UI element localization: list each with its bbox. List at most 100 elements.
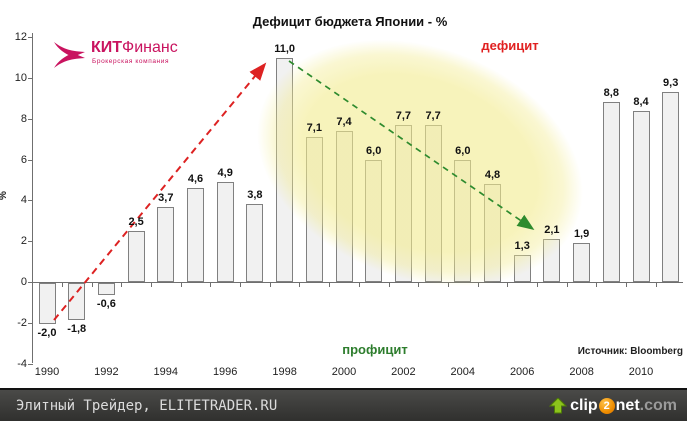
x-axis-tick (388, 283, 390, 287)
bar-1994 (157, 206, 175, 282)
bar-value-label-1999: 7,1 (306, 122, 322, 135)
x-axis-tick (91, 283, 93, 287)
y-axis-tick (28, 37, 33, 39)
x-tick-label-2010: 2010 (628, 366, 654, 378)
chart-title: Дефицит бюджета Японии - % (252, 14, 448, 29)
bar-2010 (632, 110, 650, 282)
bar-value-label-2007: 2,1 (544, 224, 560, 237)
x-axis-tick (566, 283, 568, 287)
bar-2009 (602, 102, 620, 282)
bar-value-label-2009: 8,8 (603, 87, 619, 100)
x-tick-label-1994: 1994 (153, 366, 179, 378)
x-tick-label-1996: 1996 (212, 366, 238, 378)
kit-finance-wordmark: КИТФинанс Брокерская компания (91, 40, 178, 66)
bar-value-label-2002: 7,7 (395, 109, 412, 122)
y-axis-tick (28, 282, 33, 283)
bar-value-label-1994: 3,7 (158, 191, 174, 204)
x-tick-label-2000: 2000 (331, 366, 357, 378)
bar-1992 (97, 283, 115, 296)
x-axis-line (33, 282, 683, 283)
bar-value-label-1997: 3,8 (247, 189, 263, 202)
bar-1996 (216, 182, 234, 282)
y-tick-label: 12 (14, 31, 27, 44)
bar-2011 (662, 92, 680, 282)
x-tick-label-2008: 2008 (569, 366, 594, 378)
source-note: Источник: Bloomberg (577, 346, 683, 357)
x-axis-tick (299, 283, 301, 287)
bar-value-label-2001: 6,0 (366, 144, 382, 157)
x-axis-tick (626, 283, 628, 287)
bar-2008 (573, 243, 591, 282)
bar-value-label-2011: 9,3 (663, 77, 679, 90)
bar-value-label-2010: 8,4 (633, 95, 649, 108)
bar-1993 (127, 231, 145, 282)
bar-value-label-2004: 6,0 (455, 144, 471, 157)
deficit-annotation: дефицит (481, 38, 539, 53)
bar-value-label-2008: 1,9 (573, 228, 590, 241)
y-tick-label: 2 (20, 235, 27, 248)
surplus-annotation: профицит (342, 342, 408, 357)
y-axis-tick (28, 118, 33, 120)
x-axis-tick (240, 283, 242, 287)
x-axis-tick (655, 283, 657, 287)
x-tick-label-2004: 2004 (450, 366, 476, 378)
clip2net-upload-arrow-icon (549, 397, 568, 413)
bar-1995 (187, 188, 204, 282)
clip2net-two-badge: 2 (598, 397, 615, 414)
y-tick-label: 0 (20, 276, 27, 288)
x-axis-tick (180, 283, 182, 287)
x-axis-tick (210, 283, 212, 287)
bar-value-label-1998: 11,0 (274, 42, 295, 55)
y-axis-tick (28, 200, 33, 202)
footer-site-text: Элитный Трейдер, ELITETRADER.RU (16, 397, 278, 414)
bar-value-label-2000: 7,4 (336, 116, 352, 129)
bar-value-label-2005: 4,8 (484, 169, 501, 182)
y-axis-line (32, 33, 33, 363)
x-axis-tick (121, 283, 123, 287)
x-axis-tick (537, 283, 539, 287)
kit-brand-subtitle: Брокерская компания (92, 58, 170, 65)
x-axis-tick (418, 283, 420, 287)
kit-brand-rest: Финанс (122, 39, 178, 56)
x-axis-tick (596, 283, 598, 287)
x-axis-tick (150, 283, 152, 287)
y-axis-tick (28, 78, 33, 79)
bar-value-label-1995: 4,6 (187, 173, 204, 186)
x-tick-label-1992: 1992 (94, 366, 119, 378)
kit-finance-logo: КИТФинанс Брокерская компания (52, 40, 178, 70)
bar-value-label-1992: -0,6 (96, 298, 116, 311)
bar-1990 (38, 283, 56, 324)
x-axis-tick (61, 283, 63, 287)
rising-deficit-arrow (53, 62, 267, 321)
y-tick-label: 6 (20, 153, 27, 166)
footer-bar: Элитный Трейдер, ELITETRADER.RU clip 2 n… (0, 388, 687, 421)
y-axis-tick (28, 322, 33, 324)
bar-1997 (246, 204, 264, 282)
chart-area: Дефицит бюджета Японии - % КИТФинанс Бро… (0, 0, 683, 378)
x-tick-label-2002: 2002 (391, 366, 416, 378)
x-tick-label-2006: 2006 (509, 366, 535, 378)
trend-arrows-layer (53, 60, 535, 321)
x-tick-label-1998: 1998 (272, 366, 297, 378)
y-axis-tick (28, 241, 33, 243)
y-tick-label: -2 (17, 316, 27, 329)
bar-value-label-2003: 7,7 (425, 109, 441, 122)
y-tick-label: 10 (14, 72, 27, 84)
x-axis-tick (329, 283, 331, 287)
bar-1991 (68, 283, 86, 320)
clip2net-clip-text: clip (570, 396, 598, 414)
x-tick-label-1990: 1990 (34, 366, 60, 378)
clip2net-net-text: net (615, 396, 640, 414)
clip2net-com-text: .com (639, 396, 677, 414)
clip2net-logo: clip 2 net .com (549, 397, 677, 415)
falling-deficit-arrow (288, 60, 535, 230)
x-axis-tick (269, 283, 271, 287)
x-axis-tick (32, 283, 34, 287)
y-axis-tick (28, 159, 33, 161)
x-axis-tick (358, 283, 360, 287)
y-tick-label: 8 (20, 112, 27, 125)
bar-value-label-1991: -1,8 (67, 322, 87, 335)
bar-value-label-2006: 1,3 (514, 240, 530, 253)
bar-value-label-1990: -2,0 (37, 326, 57, 339)
